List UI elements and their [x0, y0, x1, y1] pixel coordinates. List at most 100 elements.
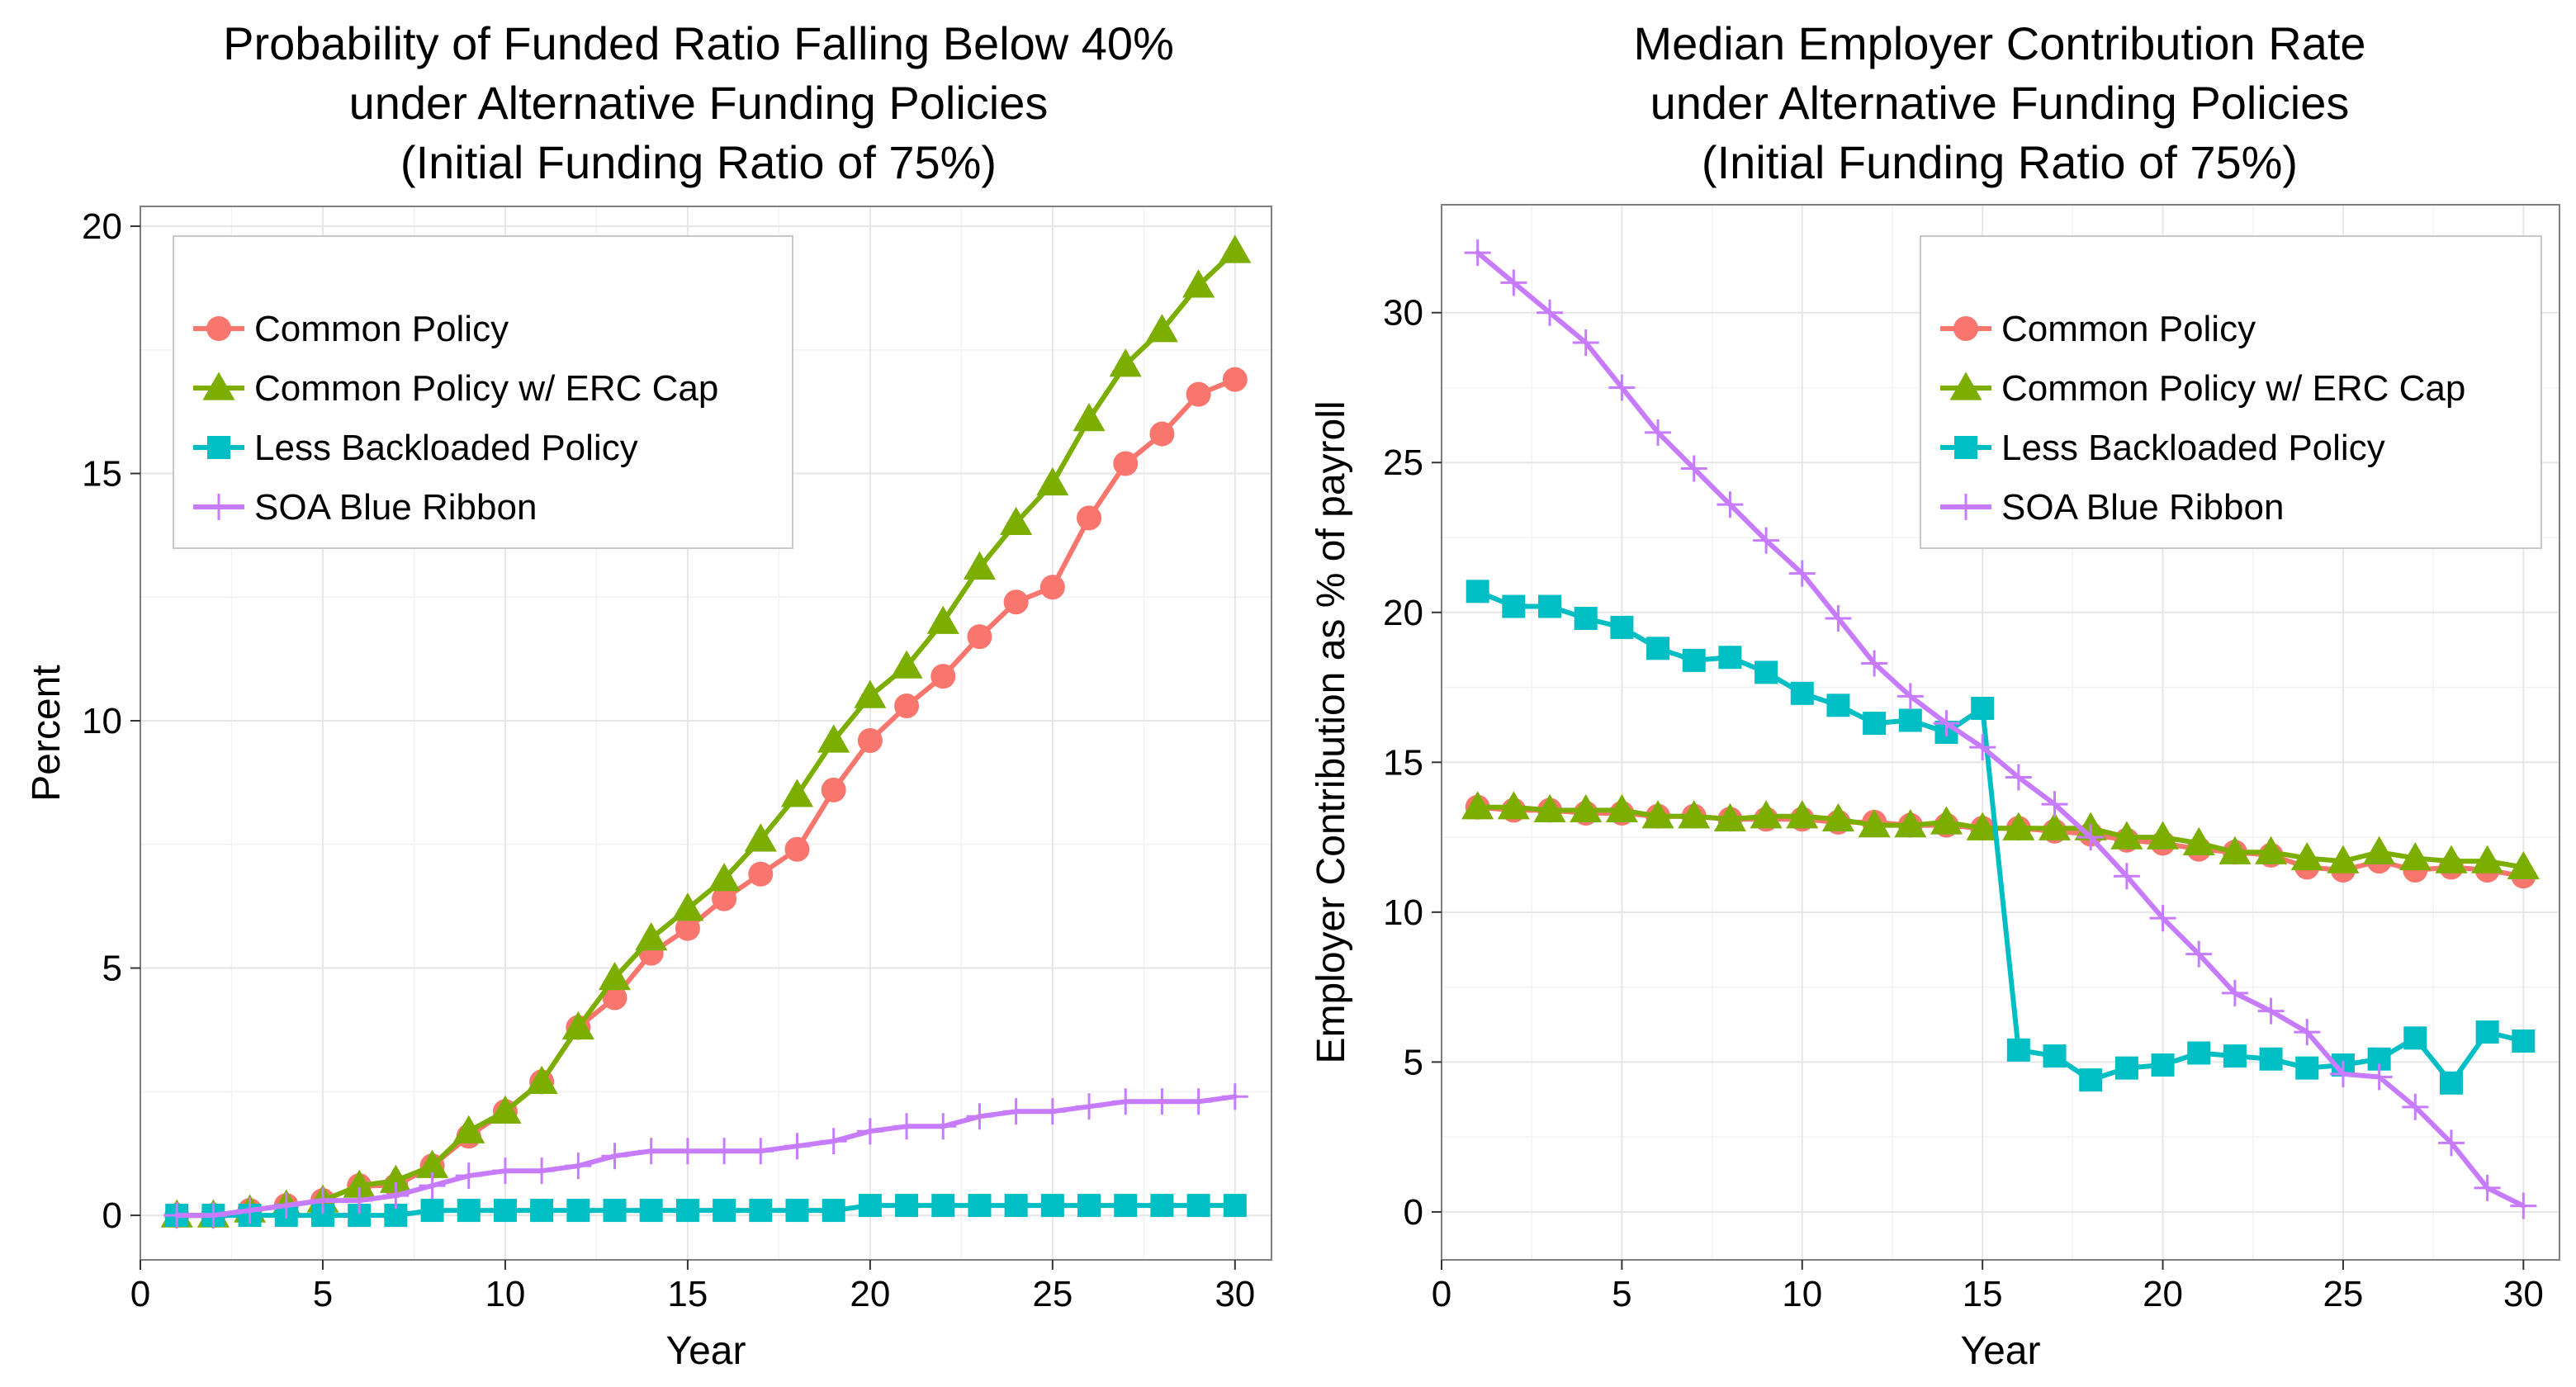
y-axis-title: Employer Contribution as % of payroll: [1309, 400, 1353, 1063]
data-point: [489, 1095, 522, 1124]
data-point: [420, 1199, 444, 1223]
legend-item: Common Policy w/ ERC Cap: [193, 368, 718, 409]
chart-title-line: (Initial Funding Ratio of 75%): [1702, 136, 2298, 188]
chart-1: Probability of Funded Ratio Falling Belo…: [25, 17, 1272, 1373]
data-point: [2363, 836, 2396, 864]
data-point: [1753, 527, 1780, 554]
data-point: [1682, 648, 1706, 672]
data-point: [1145, 314, 1178, 343]
data-point: [1537, 299, 1564, 326]
data-point: [2113, 863, 2140, 890]
data-point: [2255, 836, 2288, 864]
data-point: [893, 1113, 921, 1140]
data-point: [1572, 329, 1599, 357]
chart-title-line: (Initial Funding Ratio of 75%): [400, 136, 997, 188]
data-point: [2329, 1060, 2356, 1087]
data-point: [452, 1115, 485, 1143]
data-point: [457, 1199, 481, 1223]
data-point: [2110, 821, 2143, 850]
data-point: [963, 551, 997, 580]
data-point: [1570, 793, 1603, 823]
series-less-backloaded: [1466, 580, 2536, 1095]
data-point: [2221, 979, 2248, 1006]
y-axis-title: Percent: [25, 665, 69, 801]
data-point: [2041, 791, 2068, 818]
data-point: [1969, 734, 1996, 761]
data-point: [1222, 367, 1248, 392]
data-point: [858, 1194, 882, 1218]
data-point: [1608, 374, 1636, 401]
data-point: [1538, 594, 1562, 618]
legend-label: Common Policy: [254, 309, 509, 349]
data-point: [2043, 1044, 2067, 1068]
data-point: [2507, 850, 2540, 880]
data-point: [784, 1133, 811, 1160]
data-point: [926, 605, 959, 634]
data-point: [598, 961, 632, 991]
data-point: [1713, 802, 1746, 831]
legend-label: Common Policy w/ ERC Cap: [254, 368, 718, 409]
data-point: [2474, 1174, 2501, 1201]
legend-box: [1920, 235, 2542, 549]
data-point: [343, 1169, 376, 1198]
data-point: [966, 1103, 993, 1130]
chart-title-line: under Alternative Funding Policies: [1650, 77, 2350, 129]
data-point: [713, 1199, 736, 1223]
x-tick-label: 5: [313, 1274, 333, 1314]
data-point: [820, 1128, 847, 1155]
x-tick-label: 15: [667, 1274, 708, 1314]
data-point: [1003, 589, 1029, 615]
x-tick-label: 10: [1782, 1274, 1822, 1314]
legend-item: Less Backloaded Policy: [1940, 428, 2385, 468]
legend-label: Common Policy: [2001, 309, 2256, 349]
data-point: [1109, 348, 1142, 377]
data-point: [2475, 1020, 2499, 1044]
x-tick-label: 25: [2323, 1274, 2363, 1314]
data-point: [1112, 1088, 1139, 1115]
data-point: [2077, 824, 2105, 851]
data-point: [675, 916, 700, 941]
data-point: [2182, 826, 2215, 855]
data-point: [346, 1187, 373, 1214]
data-point: [1219, 234, 1252, 263]
data-point: [163, 1202, 191, 1229]
data-point: [2149, 905, 2176, 932]
data-point: [1002, 1098, 1030, 1125]
x-tick-label: 30: [2503, 1274, 2544, 1314]
data-point: [1933, 710, 1960, 737]
data-point: [635, 922, 668, 951]
data-point: [895, 1194, 919, 1218]
data-point: [1641, 800, 1674, 829]
data-point: [1826, 694, 1850, 717]
data-point: [525, 1065, 558, 1095]
y-tick-label: 0: [1404, 1192, 1423, 1233]
y-tick-label: 5: [1404, 1042, 1423, 1082]
data-point: [415, 1149, 449, 1178]
data-point: [1186, 1194, 1210, 1218]
data-point: [1821, 802, 1855, 831]
data-point: [2187, 1041, 2211, 1065]
data-point: [708, 863, 741, 892]
data-point: [1574, 607, 1598, 631]
legend-item: Less Backloaded Policy: [193, 428, 638, 468]
data-point: [2402, 1093, 2429, 1120]
data-point: [1040, 1194, 1064, 1218]
data-point: [491, 1157, 519, 1185]
data-point: [1004, 1194, 1028, 1218]
data-point: [1000, 506, 1033, 536]
data-point: [784, 836, 810, 862]
data-point: [1971, 696, 1995, 720]
y-tick-label: 30: [1383, 293, 1423, 334]
chart-title-line: under Alternative Funding Policies: [349, 77, 1049, 129]
data-point: [1966, 812, 1999, 840]
data-point: [419, 1172, 446, 1200]
data-point: [822, 1199, 845, 1223]
data-point: [780, 779, 814, 807]
legend-box: [173, 235, 793, 549]
data-point: [2295, 1056, 2319, 1080]
data-point: [1077, 505, 1102, 531]
data-point: [561, 1011, 594, 1040]
data-point: [967, 624, 992, 650]
data-point: [817, 724, 850, 753]
data-point: [931, 1194, 955, 1218]
